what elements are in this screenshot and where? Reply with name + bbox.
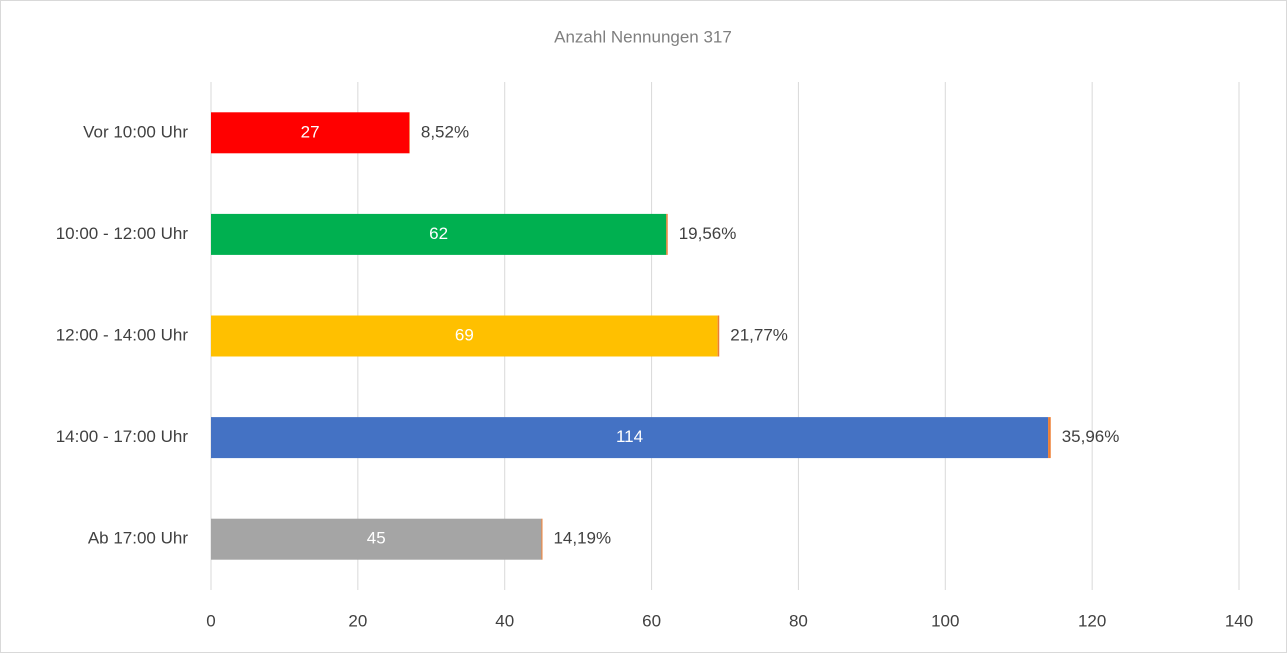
bar (211, 518, 542, 560)
percent-label: 14,19% (553, 529, 611, 548)
bar (211, 417, 1049, 459)
x-tick-label: 140 (1225, 611, 1253, 630)
bar (211, 315, 718, 357)
bar (1048, 417, 1051, 459)
y-tick-label: 12:00 - 14:00 Uhr (56, 325, 189, 344)
bar-value-label: 62 (429, 224, 448, 243)
percent-label: 21,77% (730, 325, 788, 344)
percent-label: 19,56% (679, 224, 737, 243)
x-tick-label: 100 (931, 611, 959, 630)
x-tick-label: 120 (1078, 611, 1106, 630)
y-tick-label: 10:00 - 12:00 Uhr (56, 224, 189, 243)
bar-value-label: 114 (616, 427, 643, 446)
bar (666, 213, 668, 255)
y-tick-label: Vor 10:00 Uhr (83, 122, 188, 141)
bar-value-label: 45 (367, 529, 386, 548)
percent-label: 35,96% (1062, 427, 1120, 446)
x-tick-label: 60 (642, 611, 661, 630)
x-tick-label: 20 (348, 611, 367, 630)
bar-value-label: 69 (455, 325, 474, 344)
x-tick-label: 40 (495, 611, 514, 630)
bar (409, 112, 410, 154)
chart-title: Anzahl Nennungen 317 (554, 27, 732, 46)
y-tick-label: 14:00 - 17:00 Uhr (56, 427, 189, 446)
bar (211, 213, 667, 255)
percent-label: 8,52% (421, 122, 469, 141)
bar (211, 112, 410, 154)
bar (717, 315, 720, 357)
x-tick-label: 0 (206, 611, 215, 630)
bar (541, 518, 543, 560)
x-tick-label: 80 (789, 611, 808, 630)
bar-value-label: 27 (301, 122, 320, 141)
y-tick-label: Ab 17:00 Uhr (88, 529, 189, 548)
